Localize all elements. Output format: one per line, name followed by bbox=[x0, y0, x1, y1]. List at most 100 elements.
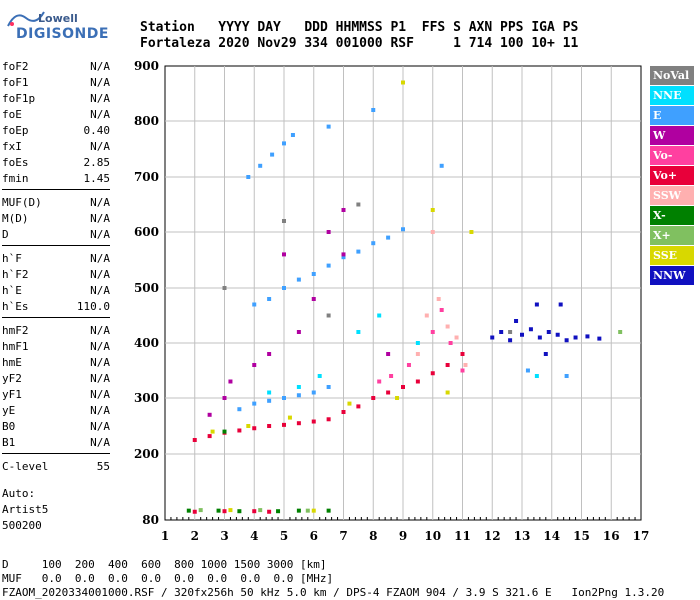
data-point-e bbox=[258, 163, 263, 168]
y-tick-label: 700 bbox=[134, 170, 159, 184]
param-row-foep: foEp 0.40 bbox=[2, 124, 110, 138]
header-values: Fortaleza 2020 Nov29 334 001000 RSF 1 71… bbox=[140, 36, 579, 51]
data-point-ssw bbox=[454, 335, 459, 340]
data-point-nne bbox=[317, 374, 322, 378]
data-point-e bbox=[270, 152, 275, 157]
data-point-sse bbox=[469, 230, 474, 234]
legend-entry-w: W bbox=[650, 126, 694, 145]
param-row-foes: foEs 2.85 bbox=[2, 156, 110, 170]
param-value: N/A bbox=[90, 404, 110, 417]
param-row-fof1: foF1 N/A bbox=[2, 76, 110, 90]
x-tick-label: 3 bbox=[220, 529, 228, 543]
data-point-vo- bbox=[267, 424, 272, 428]
data-point-e bbox=[371, 241, 376, 246]
x-tick-label: 16 bbox=[603, 529, 620, 543]
y-tick-label: 80 bbox=[142, 513, 159, 527]
data-point-e bbox=[246, 175, 251, 179]
param-value: N/A bbox=[90, 196, 110, 209]
header-labels: Station YYYY DAY DDD HHMMSS P1 FFS S AXN… bbox=[140, 20, 579, 35]
data-point-vo- bbox=[296, 421, 301, 426]
param-value: N/A bbox=[90, 76, 110, 89]
data-point-nnw bbox=[537, 335, 542, 340]
data-point-e bbox=[525, 368, 530, 373]
data-point-vo- bbox=[192, 509, 197, 514]
data-point-sse bbox=[287, 415, 292, 420]
param-value: N/A bbox=[90, 108, 110, 121]
param-value: N/A bbox=[90, 436, 110, 449]
param-row-foe: foE N/A bbox=[2, 108, 110, 122]
param-separator bbox=[2, 189, 110, 190]
data-point-e bbox=[341, 255, 346, 260]
data-point-nnw bbox=[597, 336, 602, 341]
logo-wave-icon bbox=[7, 11, 45, 27]
data-point-e bbox=[371, 108, 376, 112]
data-point-w bbox=[207, 412, 212, 417]
param-key: hmF2 bbox=[2, 324, 29, 337]
data-point-w bbox=[267, 352, 272, 356]
y-tick-label: 300 bbox=[134, 391, 159, 405]
data-point-sse bbox=[430, 208, 435, 212]
lowell-digisonde-logo: Lowell DIGISONDE bbox=[6, 8, 126, 48]
param-key: foEp bbox=[2, 124, 29, 137]
data-point-noval bbox=[326, 313, 331, 318]
param-key: yE bbox=[2, 404, 16, 417]
data-point-nnw bbox=[508, 338, 513, 343]
param-key: C-level bbox=[2, 460, 49, 473]
footer-file-line: FZAOM_2020334001000.RSF / 320fx256h 50 k… bbox=[2, 586, 665, 599]
param-key: h`F2 bbox=[2, 268, 29, 281]
data-point-vo- bbox=[252, 509, 257, 514]
data-point-e bbox=[326, 263, 331, 268]
data-point-nnw bbox=[546, 330, 551, 334]
param-key: fmin bbox=[2, 172, 29, 185]
param-key: foF1p bbox=[2, 92, 36, 105]
data-point-vo- bbox=[415, 379, 420, 384]
legend-entry-nne: NNE bbox=[650, 86, 694, 105]
param-key: h`E bbox=[2, 284, 22, 297]
param-value: 1.45 bbox=[83, 172, 111, 185]
station-header: Station YYYY DAY DDD HHMMSS P1 FFS S AXN… bbox=[140, 20, 578, 52]
param-value: N/A bbox=[90, 284, 110, 297]
data-point-ssw bbox=[430, 230, 435, 234]
data-point-x- bbox=[305, 508, 310, 513]
param-key: hmF1 bbox=[2, 340, 29, 353]
param-value: N/A bbox=[90, 268, 110, 281]
data-point-nne bbox=[415, 341, 420, 345]
data-point-e bbox=[311, 272, 316, 276]
data-point-sse bbox=[210, 429, 215, 434]
data-point-x- bbox=[216, 508, 221, 513]
param-value: N/A bbox=[90, 420, 110, 433]
data-point-w bbox=[386, 352, 391, 356]
data-point-e bbox=[282, 286, 286, 290]
footer: D 100 200 400 600 800 1000 1500 3000 [km… bbox=[2, 558, 664, 600]
data-point-ssw bbox=[424, 313, 429, 318]
data-point-vo- bbox=[386, 390, 391, 395]
data-point-w bbox=[326, 230, 331, 234]
data-point-x- bbox=[198, 508, 203, 513]
param-value: N/A bbox=[90, 228, 110, 241]
data-point-x- bbox=[618, 330, 623, 334]
data-point-vo- bbox=[439, 308, 444, 312]
param-row-fof1p: foF1p N/A bbox=[2, 92, 110, 106]
data-point-w bbox=[252, 363, 257, 367]
data-point-vo- bbox=[406, 363, 411, 367]
y-tick-label: 800 bbox=[134, 114, 159, 128]
param-value: N/A bbox=[90, 212, 110, 225]
data-point-vo- bbox=[237, 428, 242, 433]
data-point-nnw bbox=[564, 338, 569, 343]
data-point-x- bbox=[276, 509, 281, 514]
param-value: N/A bbox=[90, 356, 110, 369]
param-separator bbox=[2, 317, 110, 318]
param-value: N/A bbox=[90, 324, 110, 337]
param-row-d: D N/A bbox=[2, 228, 110, 242]
x-tick-label: 10 bbox=[424, 529, 441, 543]
data-point-noval bbox=[282, 219, 286, 223]
data-point-e bbox=[290, 133, 295, 137]
data-point-noval bbox=[222, 286, 227, 290]
param-value: N/A bbox=[90, 60, 110, 73]
data-point-vo- bbox=[356, 404, 361, 409]
data-point-nnw bbox=[543, 352, 548, 356]
data-point-nne bbox=[377, 313, 382, 318]
x-tick-label: 9 bbox=[399, 529, 407, 543]
param-row-ye: yE N/A bbox=[2, 404, 110, 418]
data-point-x- bbox=[186, 508, 191, 513]
